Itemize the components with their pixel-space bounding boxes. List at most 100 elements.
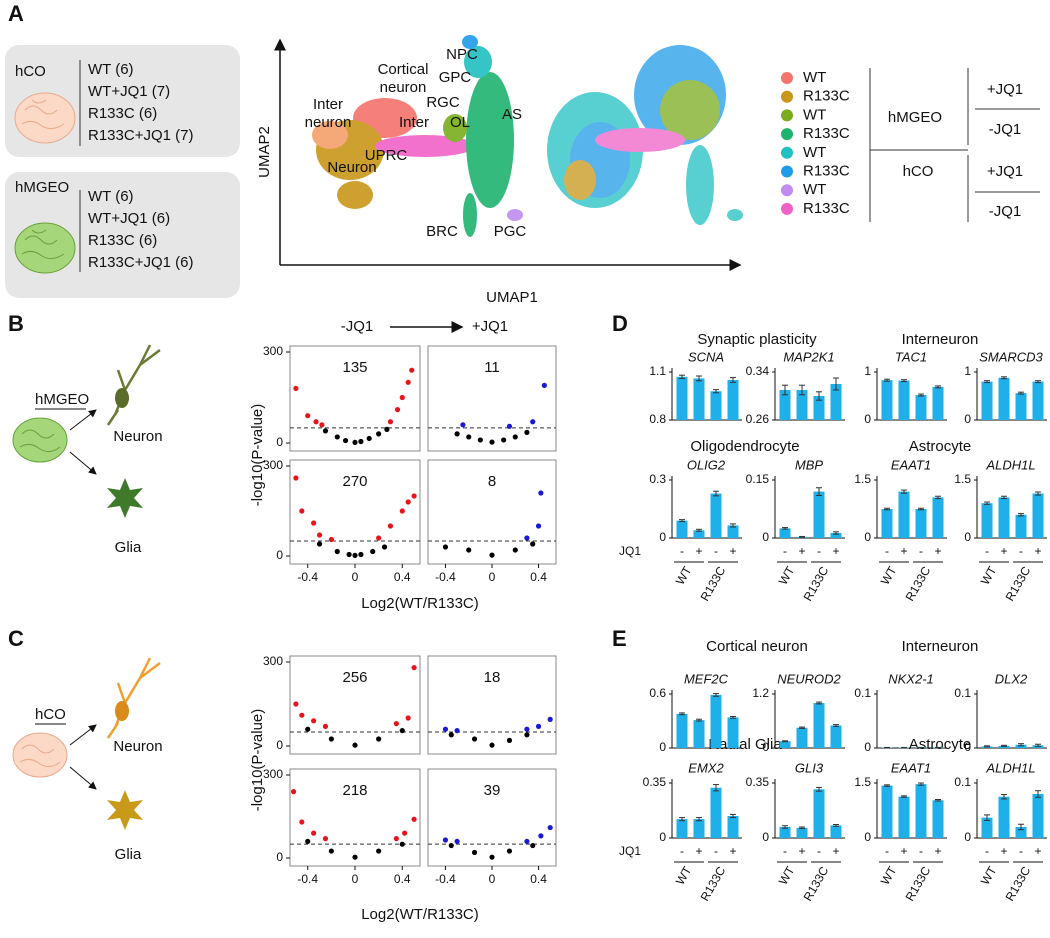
- cluster-label: Neuron: [327, 159, 376, 176]
- bar: [998, 497, 1010, 538]
- glia-icon: [107, 478, 143, 518]
- point: [387, 419, 394, 425]
- cluster-label: Inter: [399, 114, 429, 131]
- legend-label: R133C: [803, 200, 850, 217]
- bar: [779, 827, 791, 838]
- point: [454, 431, 460, 437]
- jq1-sign: -: [885, 844, 889, 858]
- gene-title: MAP2K1: [783, 349, 834, 364]
- panel-label: A: [8, 1, 24, 26]
- bar: [813, 396, 825, 420]
- bar: [710, 694, 722, 748]
- jq1-label: JQ1: [619, 544, 641, 558]
- bar: [1032, 493, 1044, 538]
- sample-item: R133C+JQ1 (7): [88, 127, 193, 144]
- x-tick-label: -0.4: [435, 872, 456, 886]
- point: [411, 493, 417, 499]
- panel-label: D: [612, 311, 628, 336]
- point: [299, 508, 305, 514]
- y-tick-label: 300: [263, 344, 283, 358]
- count-label: 18: [484, 669, 501, 686]
- point: [524, 838, 530, 845]
- point: [370, 548, 376, 555]
- y-tick-label: 0: [864, 530, 871, 544]
- x-tick-label: 0.4: [530, 872, 547, 886]
- point: [501, 437, 507, 443]
- point: [524, 535, 530, 541]
- y-tick-label: 0: [276, 435, 283, 449]
- organoid-label: hCO: [35, 706, 66, 723]
- point: [384, 426, 390, 432]
- y-tick-label: 0.26: [746, 412, 770, 426]
- section-title: Cortical neuron: [706, 638, 808, 655]
- point: [393, 836, 399, 842]
- point: [352, 854, 358, 860]
- box-title: hCO: [15, 63, 46, 80]
- bar: [1032, 381, 1044, 420]
- axis-label: UMAP1: [486, 289, 538, 306]
- point: [547, 716, 553, 723]
- point: [489, 439, 495, 445]
- gene-title: DLX2: [995, 671, 1028, 686]
- section-title: Astrocyte: [909, 438, 972, 455]
- cell-label: Neuron: [113, 738, 162, 755]
- bar: [898, 796, 910, 838]
- bar: [1015, 744, 1027, 748]
- genotype-label: R133C: [698, 864, 729, 904]
- point: [328, 736, 334, 742]
- point: [405, 715, 411, 721]
- hco-organoid: [14, 92, 76, 144]
- point: [530, 419, 536, 425]
- cluster-label: GPC: [439, 69, 472, 86]
- legend-treatment: -JQ1: [989, 121, 1022, 138]
- cluster-label: RGC: [426, 94, 460, 111]
- cluster-label: NPC: [446, 46, 478, 63]
- bar: [915, 509, 927, 538]
- legend-dot: [781, 72, 793, 84]
- bar: [796, 827, 808, 838]
- bar: [693, 530, 705, 538]
- bar: [796, 390, 808, 420]
- count-label: 270: [342, 473, 367, 490]
- legend-treatment: -JQ1: [989, 203, 1022, 220]
- gene-title: EAAT1: [891, 760, 931, 775]
- legend-label: R133C: [803, 162, 850, 179]
- point: [460, 422, 466, 428]
- x-tick-label: -0.4: [435, 570, 456, 584]
- jq1-sign: -: [1019, 844, 1023, 858]
- point: [399, 841, 405, 847]
- bar: [898, 380, 910, 420]
- point: [471, 736, 478, 742]
- y-tick-label: 0: [762, 740, 769, 754]
- condition-label: -JQ1: [341, 318, 374, 335]
- y-tick-label: 0.34: [746, 364, 770, 378]
- point: [322, 428, 329, 434]
- point: [376, 848, 382, 854]
- bar: [830, 725, 842, 748]
- y-tick-label: 0: [659, 830, 666, 844]
- jq1-sign: -: [1019, 544, 1023, 558]
- jq1-sign: +: [798, 844, 805, 858]
- point: [454, 728, 460, 734]
- gene-title: TAC1: [895, 349, 927, 364]
- jq1-sign: +: [1000, 544, 1007, 558]
- y-tick-label: 0: [659, 530, 666, 544]
- point: [442, 726, 449, 732]
- point: [524, 732, 530, 738]
- x-tick-label: 0: [352, 872, 359, 886]
- arrow: [69, 766, 97, 790]
- gene-title: SCNA: [688, 349, 724, 364]
- point: [342, 437, 349, 444]
- bar: [998, 745, 1010, 748]
- axis-label: -log10(P-value): [249, 709, 266, 812]
- legend-dot: [781, 184, 793, 197]
- hco-organoid: [12, 732, 68, 778]
- y-tick-label: 0.6: [649, 686, 666, 700]
- point: [311, 520, 317, 526]
- legend-label: WT: [803, 69, 826, 86]
- bar: [830, 825, 842, 838]
- point: [466, 547, 472, 553]
- jq1-sign: +: [1000, 844, 1007, 858]
- jq1-sign: -: [985, 844, 989, 858]
